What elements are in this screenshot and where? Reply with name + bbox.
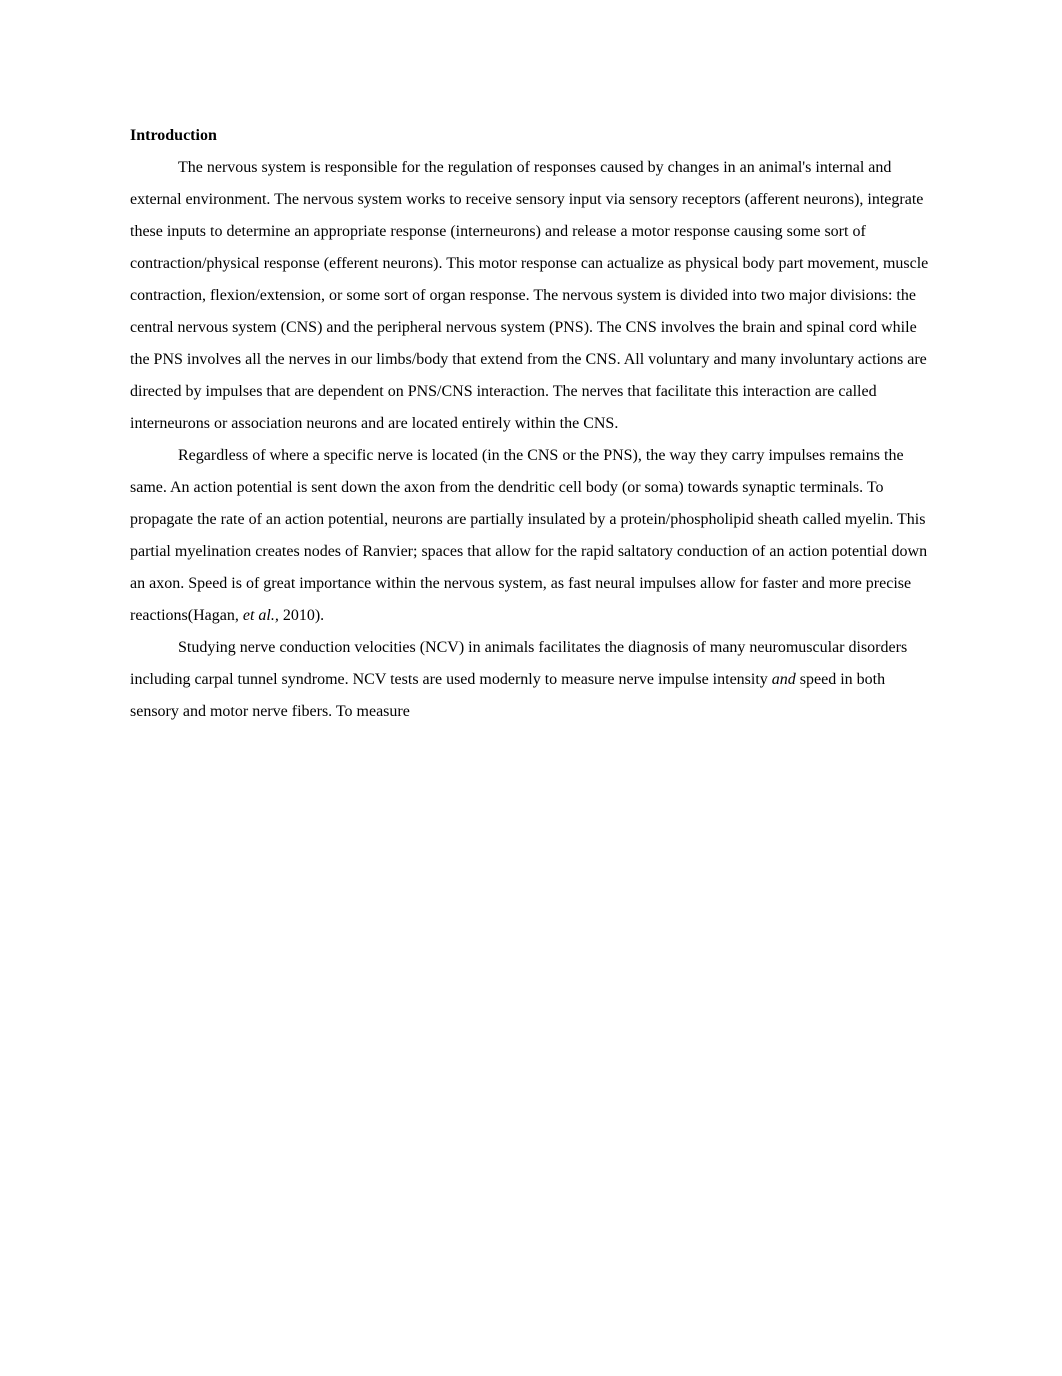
text-segment: Regardless of where a specific nerve is … [130, 447, 927, 624]
section-heading: Introduction [130, 120, 932, 152]
text-segment: The nervous system is responsible for th… [130, 159, 928, 432]
paragraph-3: Studying nerve conduction velocities (NC… [130, 632, 932, 728]
paragraph-2: Regardless of where a specific nerve is … [130, 440, 932, 632]
text-segment: 2010). [279, 607, 324, 624]
text-segment: et al., [243, 607, 279, 624]
paragraph-1: The nervous system is responsible for th… [130, 152, 932, 440]
text-segment: and [772, 671, 796, 688]
